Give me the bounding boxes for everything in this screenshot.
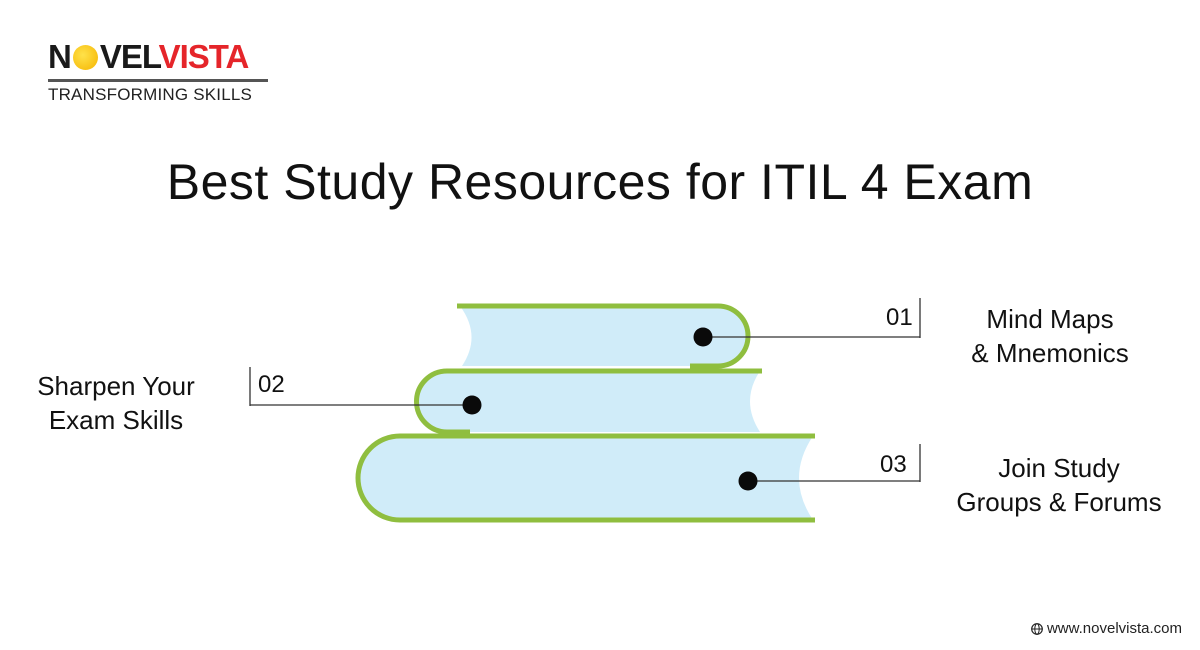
footer-url-text: www.novelvista.com xyxy=(1046,620,1182,637)
item-03-line1: Join Study xyxy=(998,453,1120,483)
item-label-03: Join Study Groups & Forums xyxy=(930,451,1188,519)
logo-tagline: TRANSFORMING SKILLS xyxy=(48,85,253,104)
logo-vista: VISTA xyxy=(158,38,250,75)
logo-vel: VEL xyxy=(99,38,160,75)
footer-url: www.novelvista.com xyxy=(1031,620,1182,637)
item-label-01: Mind Maps & Mnemonics xyxy=(930,302,1170,370)
item-02-line1: Sharpen Your xyxy=(37,371,195,401)
item-number-03: 03 xyxy=(880,451,907,478)
book-middle-cover xyxy=(414,368,762,435)
book-top xyxy=(460,306,748,366)
dot-03 xyxy=(738,471,758,491)
dot-01 xyxy=(693,327,713,347)
logo-wordmark: N VELVISTA xyxy=(48,38,250,76)
item-number-02: 02 xyxy=(258,371,285,398)
book-middle xyxy=(416,371,760,432)
item-01-line1: Mind Maps xyxy=(986,304,1114,334)
page-title: Best Study Resources for ITIL 4 Exam xyxy=(166,154,1034,210)
item-01-line2: & Mnemonics xyxy=(971,338,1129,368)
item-03-line2: Groups & Forums xyxy=(956,487,1162,517)
logo-divider xyxy=(48,79,268,82)
book-top-cover xyxy=(457,303,751,369)
dot-02 xyxy=(462,395,482,415)
book-bottom xyxy=(358,436,813,520)
novelvista-logo: N VELVISTA TRANSFORMING SKILLS xyxy=(44,38,304,108)
item-label-02: Sharpen Your Exam Skills xyxy=(0,369,232,437)
item-02-line2: Exam Skills xyxy=(48,405,184,435)
book-bottom-cover xyxy=(355,433,815,523)
item-number-01: 01 xyxy=(886,304,913,331)
logo-n: N xyxy=(48,38,72,75)
logo-sun-icon xyxy=(72,45,98,70)
globe-icon xyxy=(1031,622,1043,635)
